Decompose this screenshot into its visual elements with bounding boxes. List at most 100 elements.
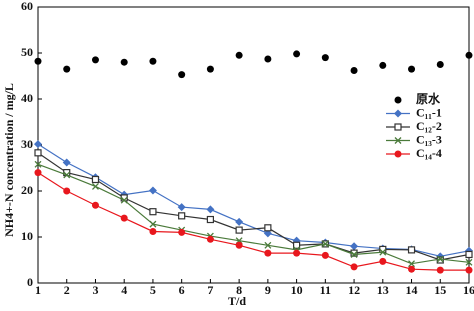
marker: [206, 205, 215, 214]
marker: [235, 226, 243, 234]
legend-label: C₁₁-1: [416, 105, 442, 119]
marker: [436, 266, 444, 274]
marker: [149, 220, 157, 228]
marker: [436, 255, 444, 263]
legend-marker: [394, 109, 402, 118]
marker: [321, 54, 329, 62]
x-tick-label: 3: [92, 283, 98, 297]
marker: [465, 266, 473, 274]
marker: [465, 51, 473, 59]
legend-marker: [394, 150, 402, 158]
marker: [465, 250, 473, 259]
marker: [34, 160, 42, 168]
x-tick-label: 11: [320, 283, 331, 297]
marker: [34, 57, 42, 65]
x-axis-label: T/d: [228, 294, 246, 308]
marker: [408, 260, 415, 268]
x-tick-label: 15: [434, 283, 446, 297]
x-tick-label: 4: [121, 283, 127, 297]
marker: [321, 251, 329, 259]
marker: [436, 61, 444, 68]
legend-label: C₁₄-4: [416, 146, 442, 160]
marker: [264, 249, 272, 257]
y-tick-label: 0: [27, 275, 33, 289]
marker: [293, 249, 301, 257]
x-tick-label: 6: [179, 283, 185, 297]
marker: [379, 248, 387, 256]
marker: [62, 158, 71, 167]
marker: [408, 265, 416, 273]
marker: [321, 240, 329, 248]
legend-marker: [394, 137, 402, 144]
marker: [178, 71, 186, 79]
marker: [178, 228, 186, 236]
marker: [34, 169, 42, 177]
series-line: [37, 163, 470, 265]
y-tick-label: 30: [21, 137, 33, 151]
marker: [235, 217, 244, 226]
marker: [63, 65, 71, 73]
marker: [120, 214, 128, 222]
marker: [264, 224, 272, 232]
y-axis-label: NH4+-N concentration / mg/L: [2, 83, 16, 237]
x-tick-label: 1: [35, 283, 41, 297]
marker: [91, 56, 99, 64]
marker: [34, 149, 42, 157]
marker: [120, 196, 128, 204]
marker: [379, 257, 387, 265]
marker: [92, 182, 99, 190]
x-tick-label: 13: [377, 283, 389, 297]
marker: [264, 241, 272, 249]
marker: [63, 187, 71, 195]
marker: [235, 241, 243, 249]
marker: [235, 51, 243, 59]
marker: [149, 227, 157, 235]
y-tick-label: 20: [21, 183, 33, 197]
marker: [177, 203, 186, 212]
x-tick-label: 5: [150, 283, 156, 297]
marker: [178, 212, 186, 220]
marker: [350, 251, 358, 258]
x-tick-label: 12: [348, 283, 360, 297]
legend-label: 原水: [416, 91, 441, 106]
marker: [408, 65, 416, 73]
legend-label: C₁₃-3: [416, 132, 442, 146]
y-tick-label: 40: [21, 91, 33, 105]
marker: [63, 171, 71, 179]
legend-marker: [394, 123, 402, 131]
x-tick-label: 10: [291, 283, 303, 297]
marker: [206, 235, 214, 243]
y-tick-label: 60: [21, 0, 33, 13]
marker: [91, 201, 99, 209]
plot-frame: [37, 6, 470, 284]
marker: [149, 57, 157, 65]
marker: [120, 58, 128, 66]
marker: [148, 186, 157, 195]
marker: [206, 65, 214, 73]
marker: [465, 258, 473, 266]
series-line: [37, 152, 470, 261]
x-tick-label: 2: [64, 283, 70, 297]
marker: [149, 208, 157, 216]
marker: [350, 263, 358, 271]
y-tick-label: 50: [21, 45, 33, 59]
series-line: [37, 143, 470, 257]
x-tick-label: 9: [265, 283, 271, 297]
marker: [350, 66, 358, 74]
x-tick-label: 8: [236, 283, 242, 297]
marker: [91, 175, 100, 184]
marker: [379, 61, 387, 69]
legend-label: C₁₂-2: [416, 119, 442, 133]
marker: [350, 242, 359, 251]
marker: [264, 55, 272, 63]
x-tick-label: 14: [406, 283, 418, 297]
marker: [407, 246, 416, 254]
marker: [206, 215, 214, 224]
x-tick-label: 16: [463, 283, 474, 297]
legend-marker: [394, 96, 402, 104]
x-tick-label: 7: [207, 283, 213, 297]
marker: [293, 50, 301, 58]
series-line: [37, 172, 469, 271]
